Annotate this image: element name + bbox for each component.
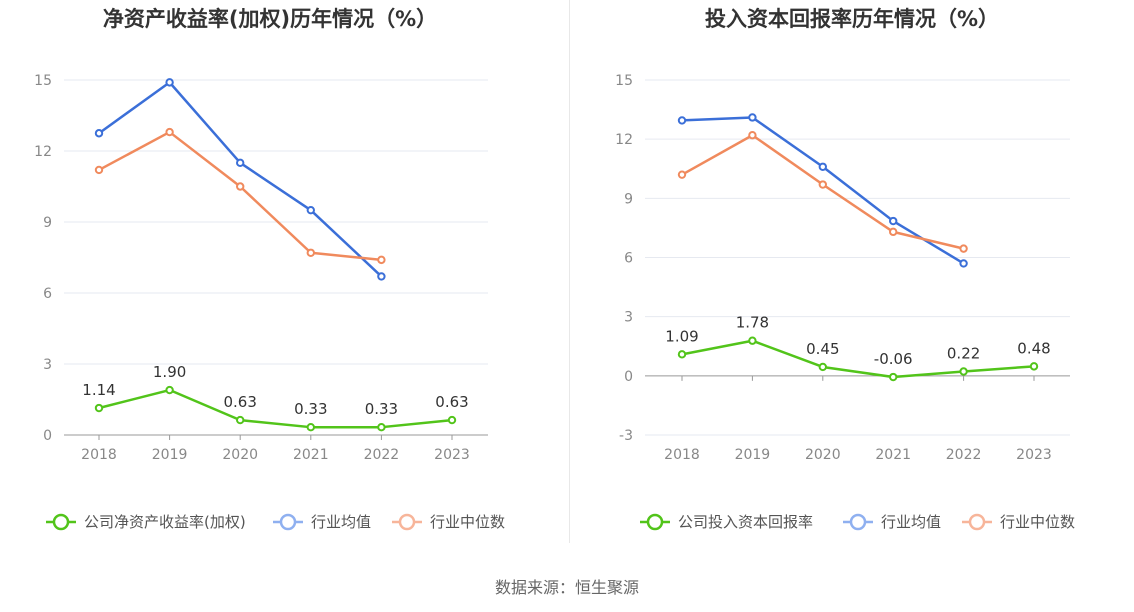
data-point — [959, 244, 968, 253]
data-label: 1.09 — [665, 327, 698, 345]
legend-label: 行业均值 — [881, 513, 941, 531]
data-point — [889, 227, 898, 237]
legend-marker — [279, 513, 297, 531]
data-point — [677, 116, 687, 125]
y-tick-label: 6 — [624, 251, 633, 267]
data-label: 1.14 — [82, 381, 115, 399]
data-point — [818, 362, 827, 372]
y-tick-label: 9 — [43, 215, 52, 231]
data-label: 0.63 — [435, 393, 468, 411]
data-label: -0.06 — [874, 350, 913, 368]
data-label: 1.78 — [736, 314, 769, 332]
data-label: 0.33 — [365, 400, 398, 418]
legend-marker — [52, 513, 70, 531]
data-point — [959, 259, 968, 268]
y-tick-label: -3 — [619, 428, 633, 444]
y-tick-label: 15 — [34, 73, 52, 89]
y-tick-label: 9 — [624, 191, 633, 207]
legend-label: 行业中位数 — [430, 513, 505, 531]
y-tick-label: 3 — [624, 310, 633, 326]
data-point — [236, 415, 245, 425]
data-point — [748, 113, 757, 122]
x-tick-label: 2022 — [364, 447, 400, 463]
data-point — [165, 127, 174, 137]
data-point — [94, 129, 104, 138]
y-tick-label: 6 — [43, 286, 52, 302]
x-tick-label: 2023 — [434, 447, 470, 463]
series-line — [98, 81, 383, 278]
data-point — [959, 367, 968, 376]
panel-divider — [569, 0, 570, 543]
x-tick-label: 2021 — [875, 447, 911, 463]
y-tick-label: 0 — [43, 428, 52, 444]
legend-label: 公司投入资本回报率 — [678, 513, 813, 531]
x-tick-label: 2020 — [222, 447, 258, 463]
x-tick-label: 2019 — [735, 447, 771, 463]
x-tick-label: 2023 — [1016, 447, 1052, 463]
data-point — [889, 372, 898, 382]
data-point — [677, 350, 687, 359]
data-label: 1.90 — [153, 363, 186, 381]
data-point — [377, 422, 386, 432]
chart-title: 投入资本回报率历年情况（%） — [705, 7, 999, 31]
data-point — [889, 216, 898, 226]
data-point — [447, 415, 457, 425]
data-label: 0.45 — [806, 340, 839, 358]
series-line — [681, 133, 964, 250]
data-point — [377, 255, 386, 265]
legend-label: 行业中位数 — [1000, 513, 1075, 531]
y-tick-label: 12 — [615, 132, 633, 148]
data-point — [236, 182, 245, 191]
data-point — [818, 180, 827, 189]
y-tick-label: 15 — [615, 73, 633, 89]
data-point — [377, 272, 386, 281]
chart-title: 净资产收益率(加权)历年情况（%） — [103, 7, 437, 31]
y-tick-label: 3 — [43, 357, 52, 373]
data-label: 0.33 — [294, 400, 327, 418]
legend-marker — [849, 513, 867, 531]
data-point — [236, 158, 245, 168]
legend-label: 行业均值 — [311, 513, 371, 531]
legend-label: 公司净资产收益率(加权) — [84, 513, 246, 531]
x-tick-label: 2018 — [81, 447, 117, 463]
legend-marker — [398, 513, 416, 531]
data-point — [165, 385, 174, 395]
data-point — [306, 248, 315, 257]
data-label: 0.48 — [1017, 339, 1050, 357]
legend-marker — [968, 513, 986, 531]
data-point — [677, 170, 687, 179]
data-label: 0.22 — [947, 344, 980, 362]
data-point — [1029, 362, 1039, 371]
data-point — [306, 422, 315, 432]
data-point — [94, 165, 104, 175]
data-point — [306, 205, 315, 215]
x-tick-label: 2018 — [664, 447, 700, 463]
series-line — [681, 339, 1035, 379]
data-point — [818, 162, 827, 171]
data-point — [748, 131, 757, 140]
x-tick-label: 2020 — [805, 447, 841, 463]
y-tick-label: 0 — [624, 369, 633, 385]
legend-marker — [646, 513, 664, 531]
x-tick-label: 2021 — [293, 447, 329, 463]
data-source-note: 数据来源：恒生聚源 — [494, 578, 639, 597]
data-point — [94, 403, 104, 413]
y-tick-label: 12 — [34, 144, 52, 160]
series-line — [98, 388, 453, 429]
x-tick-label: 2022 — [946, 447, 982, 463]
data-point — [748, 336, 757, 345]
data-point — [165, 78, 174, 87]
data-label: 0.63 — [223, 393, 256, 411]
x-tick-label: 2019 — [152, 447, 188, 463]
